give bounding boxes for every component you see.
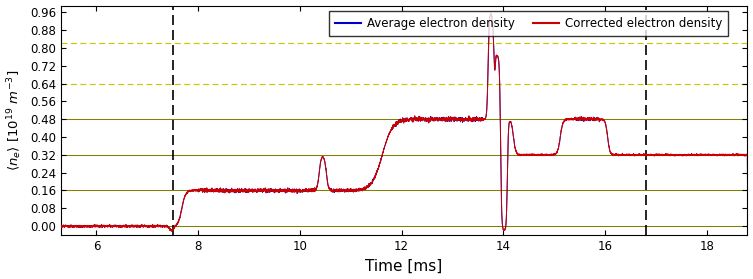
Corrected electron density	[418, 118, 427, 122]
X-axis label: Time [ms]: Time [ms]	[365, 258, 443, 273]
Average electron density	[408, 119, 417, 122]
Average electron density	[93, 225, 102, 228]
Corrected electron density	[56, 225, 66, 228]
Average electron density	[474, 118, 483, 122]
Corrected electron density	[743, 165, 752, 169]
Corrected electron density	[158, 225, 167, 229]
Average electron density	[418, 117, 427, 121]
Corrected electron density	[234, 190, 243, 194]
Average electron density	[167, 229, 176, 233]
Average electron density	[743, 177, 752, 180]
Corrected electron density	[93, 224, 102, 228]
Legend: Average electron density, Corrected electron density: Average electron density, Corrected elec…	[329, 11, 728, 36]
Line: Corrected electron density: Corrected electron density	[61, 14, 748, 231]
Corrected electron density	[167, 229, 176, 233]
Average electron density	[486, 12, 495, 15]
Corrected electron density	[474, 118, 483, 122]
Corrected electron density	[408, 120, 417, 123]
Line: Average electron density: Average electron density	[61, 14, 748, 231]
Y-axis label: $\langle n_e \rangle\ [10^{19}\ m^{-3}]$: $\langle n_e \rangle\ [10^{19}\ m^{-3}]$	[5, 70, 24, 171]
Average electron density	[56, 225, 66, 228]
Corrected electron density	[486, 12, 495, 15]
Average electron density	[234, 191, 243, 194]
Average electron density	[158, 225, 167, 229]
